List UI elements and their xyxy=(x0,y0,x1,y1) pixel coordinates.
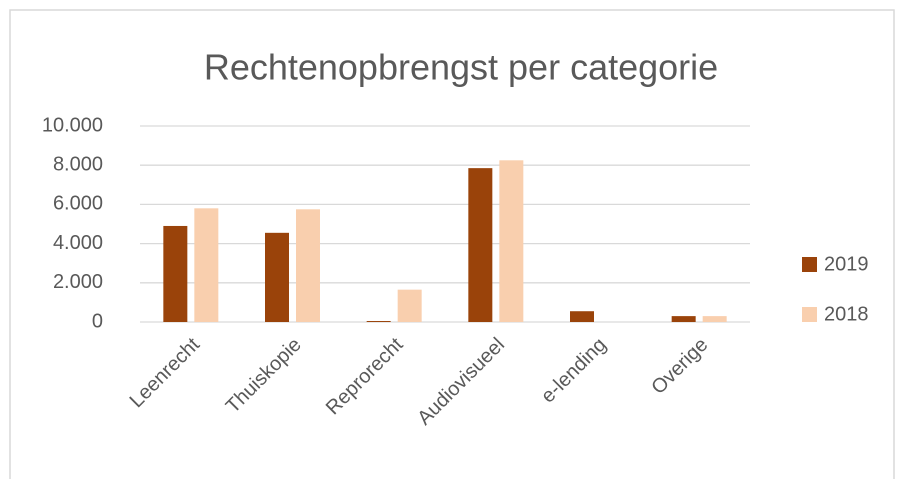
legend-label: 2018 xyxy=(824,303,869,325)
y-tick-label: 10.000 xyxy=(42,114,103,136)
y-tick-label: 2.000 xyxy=(53,271,103,293)
bar xyxy=(570,311,594,322)
y-tick-label: 6.000 xyxy=(53,193,103,215)
bar xyxy=(702,316,727,322)
legend-label: 2019 xyxy=(824,253,869,275)
bar xyxy=(468,168,493,322)
bar xyxy=(163,225,188,322)
bar xyxy=(194,208,219,322)
y-tick-label: 0 xyxy=(92,310,103,332)
y-tick-label: 4.000 xyxy=(53,232,103,254)
legend-swatch xyxy=(802,257,817,272)
chart-title: Rechtenopbrengst per categorie xyxy=(204,47,718,88)
bar xyxy=(397,289,422,322)
bar xyxy=(265,232,289,322)
y-tick-label: 8.000 xyxy=(53,153,103,175)
chart-border xyxy=(9,9,895,479)
legend-swatch xyxy=(802,307,817,322)
bar xyxy=(366,321,391,322)
bar xyxy=(296,209,320,322)
bar xyxy=(499,160,524,322)
bar xyxy=(671,316,696,322)
